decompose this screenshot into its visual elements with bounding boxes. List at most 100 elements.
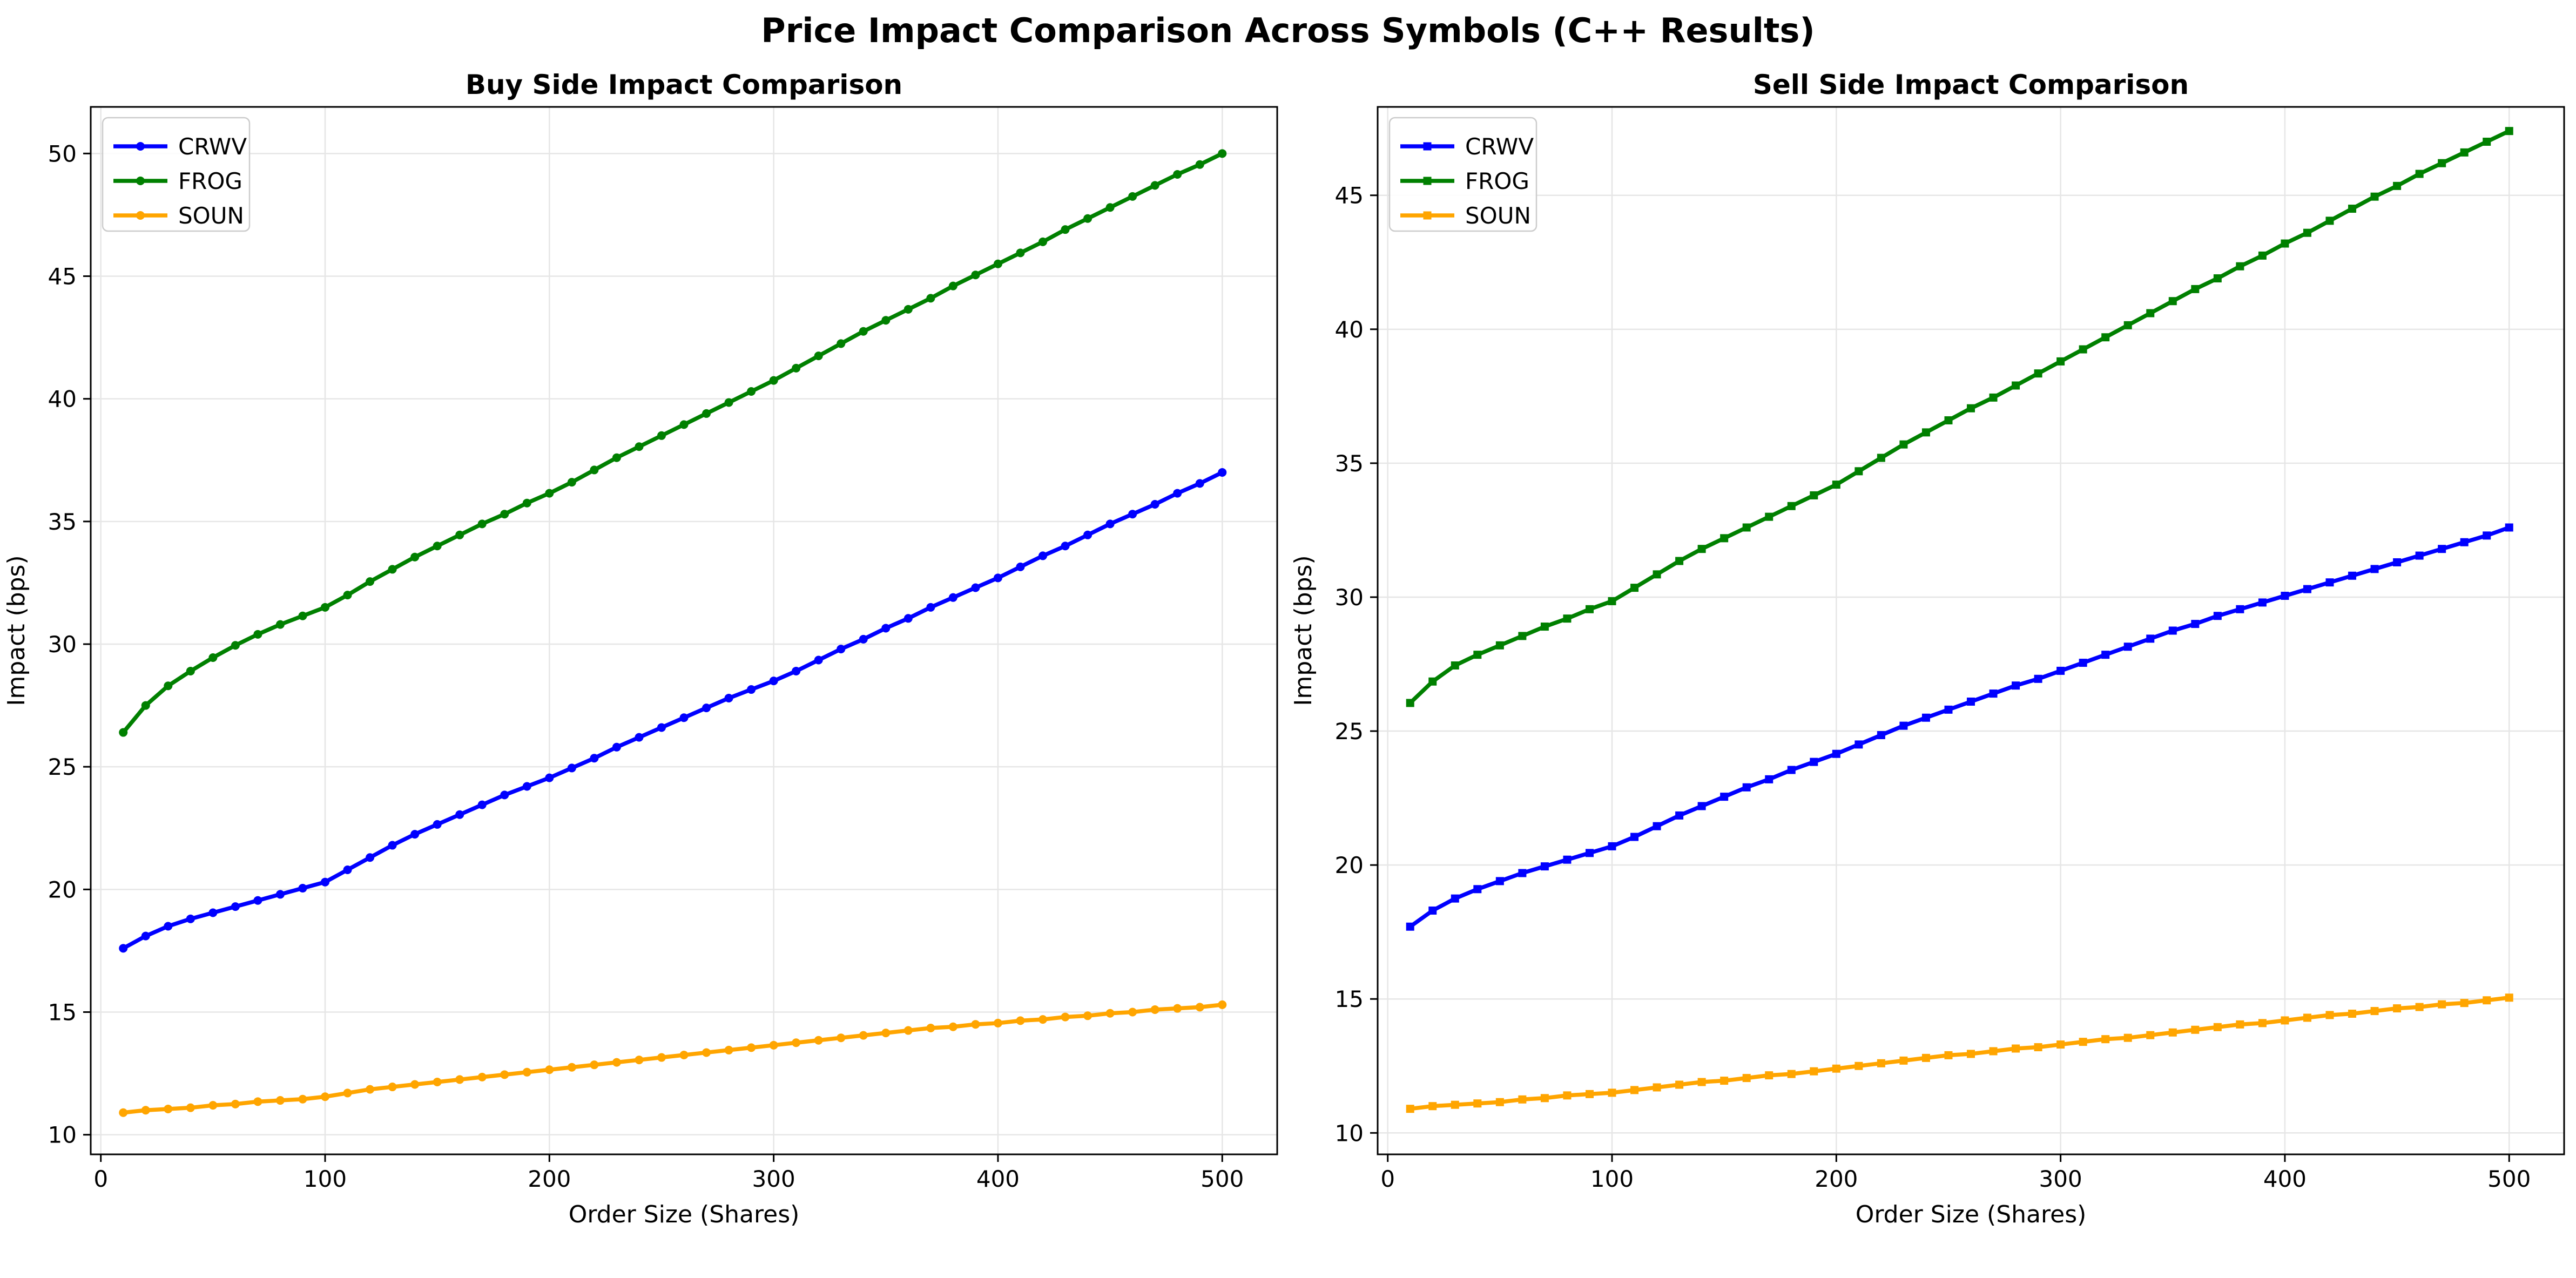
x-tick-label: 200 — [1815, 1166, 1858, 1192]
data-point-frog: FROG (330, 42.25) — [837, 339, 846, 348]
data-point-soun: SOUN (290, 13.2) — [2034, 1043, 2042, 1052]
y-tick-label: 20 — [48, 876, 77, 903]
data-point-crwv: CRWV (250, 25.8) — [1944, 705, 1953, 714]
data-point-soun: SOUN (190, 12.55) — [522, 1067, 531, 1077]
data-point-crwv: CRWV (60, 19.7) — [1518, 869, 1527, 877]
data-point-soun: SOUN (320, 13.5) — [2101, 1035, 2110, 1044]
data-point-frog: FROG (350, 43.2) — [881, 316, 891, 325]
data-point-frog: FROG (360, 41.5) — [2191, 285, 2200, 293]
plot-frame — [90, 106, 1278, 1155]
data-point-soun: SOUN (90, 11.45) — [298, 1094, 307, 1104]
data-point-soun: SOUN (230, 12.7) — [1899, 1056, 1908, 1065]
data-point-crwv: CRWV (160, 22.9) — [1742, 783, 1751, 792]
data-point-crwv: CRWV (260, 26.1) — [1967, 697, 1975, 706]
data-point-soun: SOUN (300, 13.3) — [2056, 1040, 2065, 1049]
data-point-soun: SOUN (220, 12.85) — [590, 1060, 599, 1070]
data-point-soun: SOUN (80, 11.4) — [1563, 1091, 1572, 1100]
data-point-soun: SOUN (70, 11.3) — [1540, 1094, 1549, 1103]
data-point-crwv: CRWV (310, 27.55) — [2079, 659, 2087, 667]
data-point-crwv: CRWV (500, 37) — [1218, 468, 1227, 477]
y-tick-label: 30 — [1335, 584, 1364, 611]
data-point-frog: FROG (430, 46.9) — [1061, 225, 1070, 234]
data-point-frog: FROG (70, 28.9) — [1540, 623, 1549, 631]
data-point-frog: FROG (370, 44.1) — [926, 294, 935, 303]
data-point-soun: SOUN (160, 12.05) — [1742, 1074, 1751, 1083]
data-point-soun: SOUN (260, 12.95) — [1967, 1050, 1975, 1058]
data-point-frog: FROG (10, 26.05) — [1406, 699, 1414, 707]
data-point-soun: SOUN (440, 14.85) — [1083, 1011, 1093, 1020]
data-point-frog: FROG (230, 35.7) — [1899, 440, 1908, 449]
data-point-soun: SOUN (490, 15.2) — [1195, 1003, 1204, 1012]
data-point-crwv: CRWV (300, 27.25) — [2056, 666, 2065, 675]
data-point-crwv: CRWV (480, 32.05) — [2460, 538, 2469, 546]
data-point-frog: FROG (470, 48.7) — [1150, 181, 1159, 190]
data-point-soun: SOUN (410, 14.3) — [2303, 1013, 2311, 1022]
data-point-soun: SOUN (450, 14.95) — [1105, 1009, 1115, 1018]
data-point-soun: SOUN (330, 13.95) — [837, 1033, 846, 1043]
data-point-frog: FROG (360, 43.65) — [903, 305, 913, 314]
data-point-frog: FROG (240, 36.15) — [1921, 428, 1930, 437]
data-point-crwv: CRWV (490, 32.3) — [2483, 531, 2491, 540]
data-point-soun: SOUN (430, 14.45) — [2348, 1010, 2357, 1018]
data-point-frog: FROG (240, 38.05) — [635, 442, 644, 451]
data-point-frog: FROG (60, 28.55) — [1518, 632, 1527, 640]
data-point-crwv: CRWV (180, 23.85) — [500, 790, 509, 800]
data-point-frog: FROG (300, 40.75) — [769, 376, 778, 385]
y-axis-label: Impact (bps) — [3, 555, 30, 706]
data-point-soun: SOUN (230, 12.95) — [612, 1058, 621, 1067]
data-point-crwv: CRWV (320, 27.85) — [2101, 651, 2110, 659]
data-point-frog: FROG (100, 29.85) — [1608, 597, 1616, 605]
data-point-frog: FROG (280, 37.9) — [2012, 381, 2020, 390]
data-point-soun: SOUN (400, 14.55) — [993, 1018, 1002, 1027]
data-point-frog: FROG (140, 31.8) — [1697, 545, 1706, 553]
data-point-soun: SOUN (140, 12.05) — [410, 1080, 420, 1089]
data-point-crwv: CRWV (120, 21.3) — [366, 853, 375, 862]
y-tick-label: 10 — [1335, 1120, 1364, 1146]
data-point-crwv: CRWV (430, 34) — [1061, 542, 1070, 551]
data-point-frog: FROG (330, 40.15) — [2123, 321, 2132, 329]
data-point-crwv: CRWV (50, 19.4) — [1495, 877, 1504, 885]
data-point-frog: FROG (130, 33.05) — [388, 565, 397, 574]
data-point-crwv: CRWV (340, 30.2) — [859, 634, 868, 644]
data-point-crwv: CRWV (220, 25.35) — [590, 754, 599, 763]
data-point-soun: SOUN (60, 11.25) — [1518, 1095, 1527, 1104]
data-point-soun: SOUN (470, 15.1) — [1150, 1005, 1159, 1014]
data-point-soun: SOUN (440, 14.55) — [2370, 1007, 2379, 1016]
data-point-soun: SOUN (150, 11.95) — [1720, 1077, 1729, 1085]
data-point-crwv: CRWV (400, 32.7) — [993, 573, 1002, 583]
x-axis-label: Order Size (Shares) — [1856, 1201, 2087, 1228]
data-point-soun: SOUN (290, 13.55) — [747, 1043, 756, 1052]
data-point-crwv: CRWV (80, 20.2) — [1563, 855, 1572, 864]
data-point-frog: FROG (220, 37.1) — [590, 465, 599, 475]
data-point-frog: FROG (200, 36.15) — [545, 489, 554, 498]
legend-marker-frog — [1423, 177, 1432, 185]
data-point-crwv: CRWV (250, 26.6) — [657, 723, 666, 732]
data-point-crwv: CRWV (160, 23.05) — [455, 810, 464, 819]
data-point-soun: SOUN (200, 12.65) — [545, 1065, 554, 1074]
data-point-crwv: CRWV (420, 30.55) — [2325, 578, 2334, 587]
data-point-crwv: CRWV (450, 34.9) — [1105, 519, 1115, 529]
data-point-crwv: CRWV (110, 21.05) — [1630, 833, 1639, 841]
data-point-crwv: CRWV (90, 20.45) — [1585, 849, 1594, 857]
data-point-frog: FROG (380, 42.35) — [2236, 262, 2244, 271]
data-point-frog: FROG (160, 32.6) — [1742, 523, 1751, 532]
data-point-frog: FROG (250, 38.5) — [657, 431, 666, 440]
data-point-frog: FROG (120, 32.55) — [366, 577, 375, 586]
data-point-soun: SOUN (280, 13.15) — [2012, 1044, 2020, 1053]
data-point-soun: SOUN (340, 13.65) — [2146, 1031, 2155, 1039]
data-point-frog: FROG (320, 39.7) — [2101, 333, 2110, 342]
y-tick-label: 35 — [48, 509, 77, 535]
data-point-soun: SOUN (190, 12.3) — [1810, 1067, 1818, 1076]
data-point-soun: SOUN (390, 14.5) — [971, 1020, 980, 1029]
data-point-crwv: CRWV (470, 31.8) — [2438, 545, 2446, 553]
data-point-frog: FROG (450, 45.35) — [2393, 181, 2402, 190]
data-point-crwv: CRWV (210, 24.95) — [567, 763, 576, 773]
x-tick-label: 300 — [2039, 1166, 2082, 1192]
data-point-soun: SOUN (450, 14.65) — [2393, 1004, 2402, 1013]
data-point-frog: FROG (400, 43.2) — [2281, 239, 2289, 248]
data-point-frog: FROG (480, 46.6) — [2460, 148, 2469, 157]
y-tick-label: 10 — [48, 1122, 77, 1148]
data-point-soun: SOUN (240, 12.8) — [1921, 1053, 1930, 1062]
data-point-frog: FROG (380, 44.6) — [948, 281, 957, 290]
data-point-crwv: CRWV (440, 31.05) — [2370, 565, 2379, 573]
